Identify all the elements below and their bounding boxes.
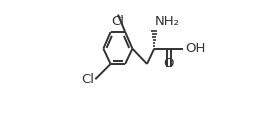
Text: Cl: Cl (81, 73, 94, 86)
Text: O: O (164, 56, 174, 70)
Text: OH: OH (185, 42, 205, 55)
Text: NH₂: NH₂ (155, 15, 180, 28)
Text: Cl: Cl (112, 15, 124, 28)
